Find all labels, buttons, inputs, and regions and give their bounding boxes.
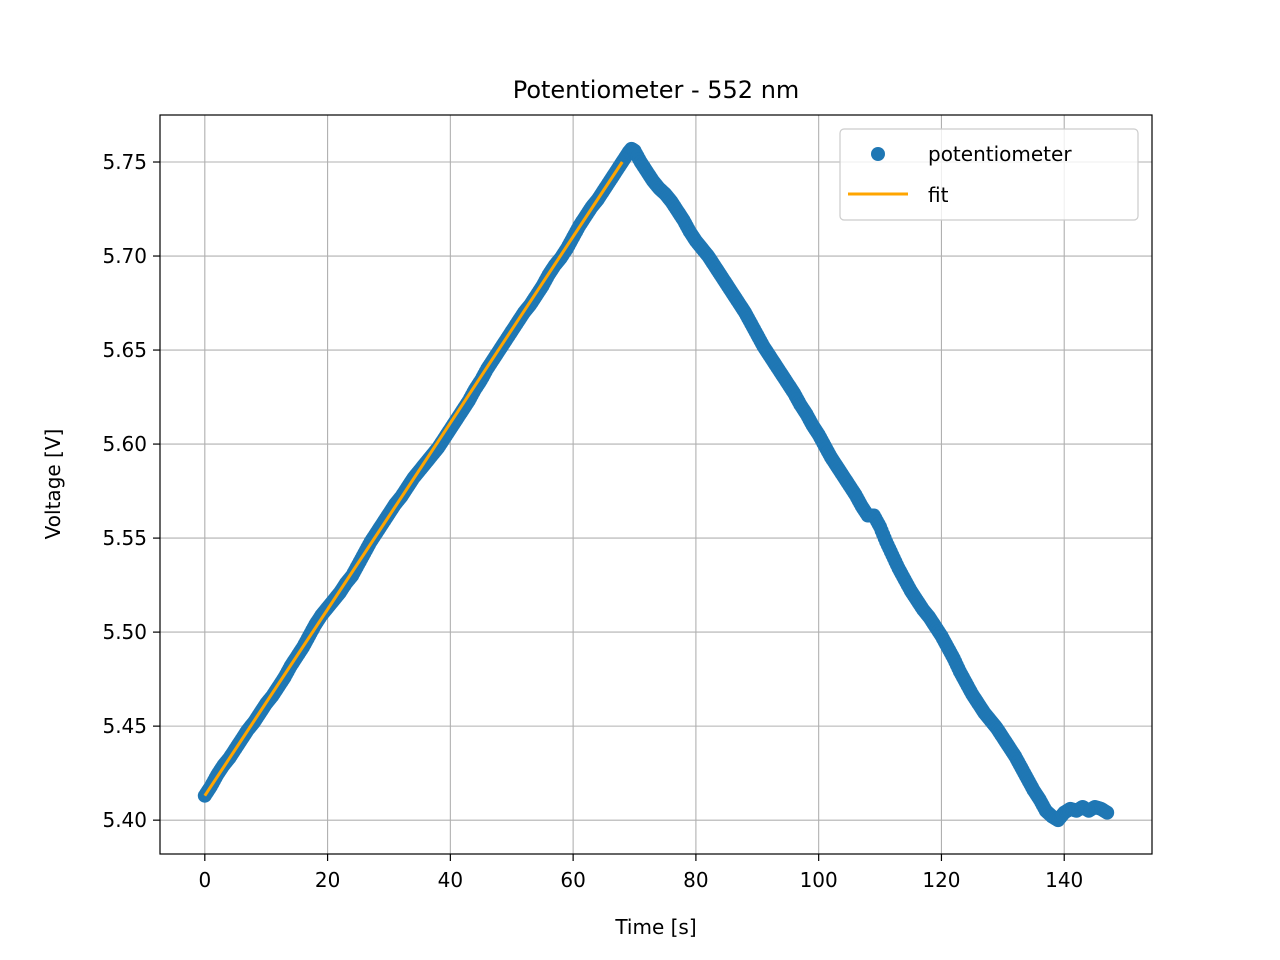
x-axis-ticks: 0 20 40 60 80 100 120 140: [198, 854, 1083, 892]
y-tick-label: 5.40: [102, 808, 147, 832]
y-axis-title: Voltage [V]: [41, 429, 65, 540]
x-tick-label: 140: [1045, 868, 1083, 892]
fit-line: [203, 161, 624, 797]
chart-title: Potentiometer - 552 nm: [513, 76, 800, 104]
x-tick-label: 100: [800, 868, 838, 892]
x-tick-label: 80: [683, 868, 708, 892]
legend-marker-potentiometer: [871, 147, 885, 161]
plot-frame: [159, 114, 1153, 855]
y-axis-ticks: 5.40 5.45 5.50 5.55 5.60 5.65 5.70 5.75: [102, 150, 160, 832]
y-tick-label: 5.75: [102, 150, 147, 174]
y-tick-label: 5.45: [102, 714, 147, 738]
x-tick-label: 0: [198, 868, 211, 892]
scatter-point: [1100, 805, 1115, 820]
y-tick-label: 5.65: [102, 338, 147, 362]
y-tick-label: 5.60: [102, 432, 147, 456]
legend: potentiometer fit: [839, 128, 1139, 221]
legend-label-fit: fit: [928, 183, 949, 207]
y-tick-label: 5.70: [102, 244, 147, 268]
x-tick-label: 60: [560, 868, 585, 892]
legend-box: [839, 128, 1139, 221]
plot-area: [197, 141, 1115, 828]
fit-series: [203, 161, 624, 797]
x-axis-title: Time [s]: [614, 915, 696, 939]
x-tick-label: 20: [315, 868, 340, 892]
y-tick-label: 5.50: [102, 620, 147, 644]
x-tick-label: 40: [438, 868, 463, 892]
legend-label-potentiometer: potentiometer: [928, 142, 1072, 166]
y-tick-label: 5.55: [102, 526, 147, 550]
x-tick-label: 120: [922, 868, 960, 892]
